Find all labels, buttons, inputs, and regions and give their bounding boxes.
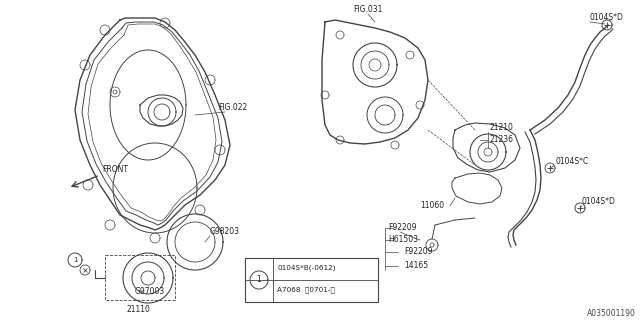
Text: 0104S*B(-0612): 0104S*B(-0612) — [277, 265, 335, 271]
Text: 1: 1 — [257, 276, 261, 284]
Text: 0104S*D: 0104S*D — [582, 197, 616, 206]
Text: FIG.031: FIG.031 — [353, 5, 383, 14]
Text: A035001190: A035001190 — [587, 309, 636, 318]
Text: H61503: H61503 — [388, 236, 418, 244]
Text: 0104S*C: 0104S*C — [556, 157, 589, 166]
Text: 11060: 11060 — [420, 202, 444, 211]
Text: 1: 1 — [73, 257, 77, 263]
Text: FRONT: FRONT — [102, 165, 128, 174]
Text: A7068  、0701-、: A7068 、0701-、 — [277, 287, 335, 293]
Text: F92209: F92209 — [404, 247, 433, 257]
Text: 21110: 21110 — [126, 306, 150, 315]
Text: G98203: G98203 — [210, 228, 240, 236]
Text: G97003: G97003 — [135, 287, 165, 297]
Text: FIG.022: FIG.022 — [218, 103, 247, 113]
Text: 21236: 21236 — [490, 135, 514, 145]
Text: 0104S*D: 0104S*D — [590, 13, 624, 22]
Text: F92209: F92209 — [388, 223, 417, 233]
Text: 14165: 14165 — [404, 261, 428, 270]
Text: 21210: 21210 — [490, 124, 514, 132]
